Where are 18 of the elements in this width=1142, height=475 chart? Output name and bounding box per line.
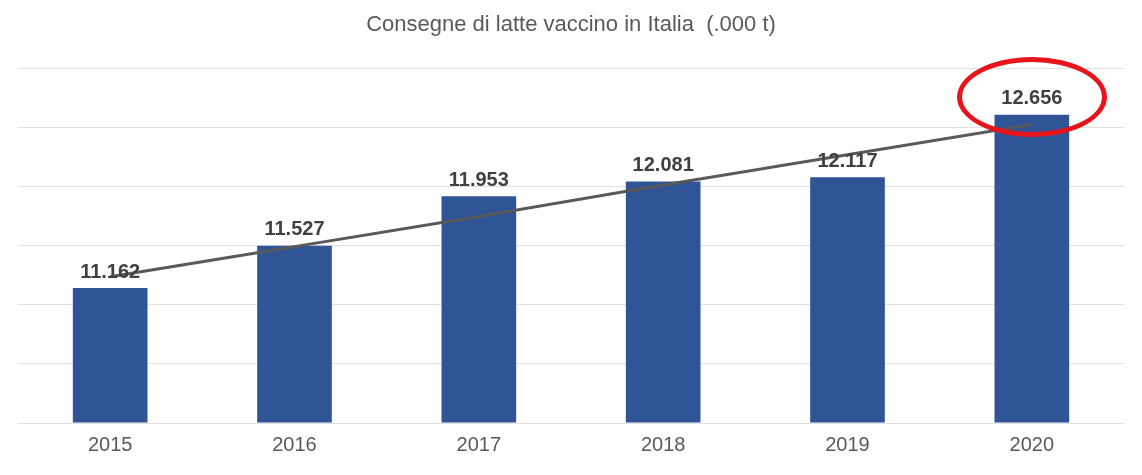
- bar: [72, 288, 148, 423]
- bar: [625, 181, 701, 423]
- x-tick-label: 2015: [87, 432, 133, 455]
- text: 11.162: [80, 259, 141, 282]
- bar: [257, 245, 332, 423]
- text: 12.656: [1001, 86, 1063, 109]
- text: 11.527: [264, 217, 325, 240]
- bar: [441, 196, 517, 423]
- x-tick-label: 2016: [272, 432, 317, 455]
- chart-title: Consegne di latte vaccino in Italia (.000 t): [366, 11, 776, 37]
- x-tick-label: 2017: [456, 432, 502, 455]
- x-tick-label: 2019: [825, 432, 870, 455]
- x-tick-label: 2020: [1009, 432, 1055, 455]
- x-tick-label: 2018: [640, 432, 686, 455]
- text: 12.117: [817, 148, 878, 171]
- bar: [810, 177, 885, 423]
- text: 11.953: [448, 167, 509, 190]
- text: 12.081: [632, 153, 694, 176]
